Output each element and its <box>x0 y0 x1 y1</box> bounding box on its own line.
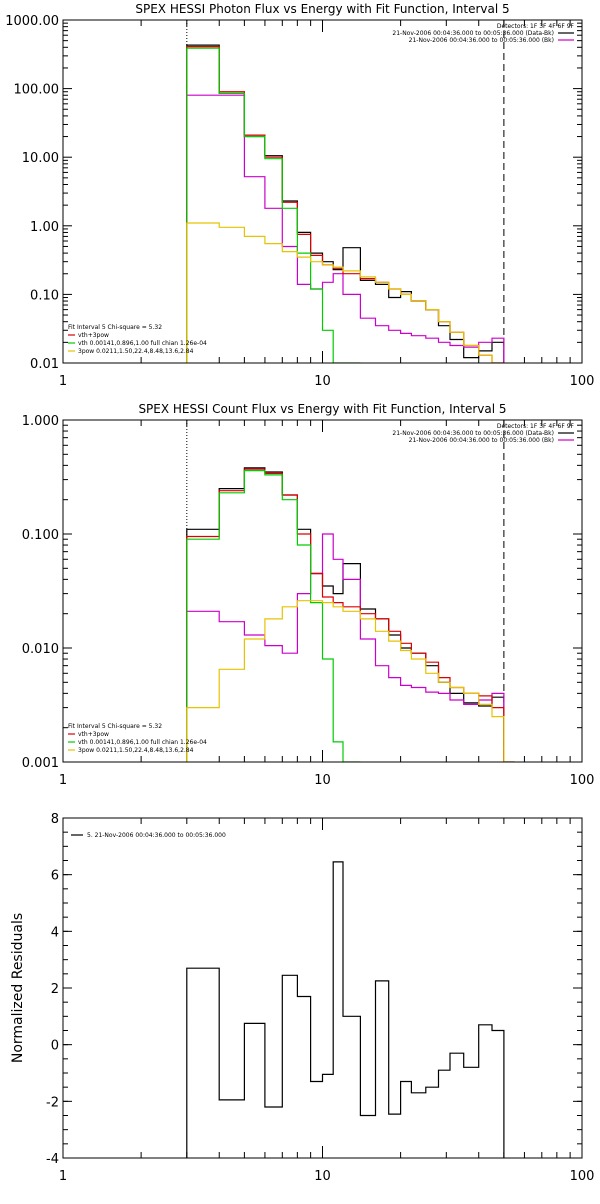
legend-entry: 21-Nov-2006 00:04:36.000 to 00:05:36.000… <box>392 430 554 437</box>
fit-legend-entry: vth+3pow <box>78 332 109 339</box>
y-tick-label: 1000.00 <box>5 14 59 29</box>
x-tick-label: 1 <box>59 773 67 788</box>
plot-area <box>186 44 505 363</box>
y-tick-label: 100.00 <box>14 83 60 98</box>
fit-legend-entry: 3pow 0.0211,1.50,22.4,8.48,13.6,2.84 <box>78 747 194 754</box>
plot-frame <box>62 19 583 364</box>
plot-frame <box>62 419 583 763</box>
x-tick-label: 10 <box>314 773 331 788</box>
fit-legend-entry: vth 0.00141,0.896,1.00 full chian 1.26e-… <box>78 739 207 746</box>
y-tick-label: 2 <box>51 982 59 997</box>
fit-legend-header: Fit Interval 5 Chi-square = 5.32 <box>68 723 162 730</box>
x-tick-label: 10 <box>314 1169 331 1184</box>
plot-frame <box>62 817 583 1159</box>
y-axis-label: Normalized Residuals <box>10 913 26 1063</box>
y-tick-label: 0.01 <box>30 357 59 372</box>
fit-legend-header: Fit Interval 5 Chi-square = 5.32 <box>68 324 162 331</box>
series-line-3pow <box>186 600 515 762</box>
legend-header: Detectors: 1F 3F 4F 6F 9F <box>497 23 575 30</box>
legend-entry: 21-Nov-2006 00:04:36.000 to 00:05:36.000… <box>409 37 554 44</box>
y-tick-label: -2 <box>46 1095 59 1110</box>
y-tick-label: 1.00 <box>30 220 59 235</box>
legend-entry: 21-Nov-2006 00:04:36.000 to 00:05:36.000… <box>392 30 554 37</box>
fit-legend-entry: 3pow 0.0211,1.50,22.4,8.48,13.6,2.84 <box>78 348 194 355</box>
legend-entry: 21-Nov-2006 00:04:36.000 to 00:05:36.000… <box>409 437 554 444</box>
y-tick-label: 0 <box>51 1039 59 1054</box>
plot-area <box>186 467 515 762</box>
y-tick-label: 1.000 <box>22 414 59 429</box>
series-line-vth <box>186 47 361 363</box>
chart-panel-1: SPEX HESSI Photon Flux vs Energy with Fi… <box>5 2 594 389</box>
x-tick-label: 1 <box>59 374 67 389</box>
fit-legend-entry: vth+3pow <box>78 731 109 738</box>
series-line-3pow <box>186 222 504 363</box>
chart-title: SPEX HESSI Photon Flux vs Energy with Fi… <box>135 2 509 16</box>
residual-legend-entry: 5. 21-Nov-2006 00:04:36.000 to 00:05:36.… <box>87 832 226 839</box>
chart-title: SPEX HESSI Count Flux vs Energy with Fit… <box>138 402 506 416</box>
series-line-data-bk <box>186 467 505 762</box>
y-tick-label: 0.001 <box>22 756 59 771</box>
x-tick-label: 100 <box>570 374 595 389</box>
series-line-residuals <box>186 861 505 1158</box>
y-tick-label: 10.00 <box>22 151 59 166</box>
plot-area <box>186 861 505 1158</box>
legend-header: Detectors: 1F 3F 4F 6F 9F <box>497 423 575 430</box>
series-line-vth <box>186 470 361 762</box>
series-line-data-bk <box>186 44 505 363</box>
y-tick-label: -4 <box>46 1152 59 1167</box>
y-tick-label: 0.010 <box>22 642 59 657</box>
y-tick-label: 0.100 <box>22 528 59 543</box>
y-tick-label: 0.10 <box>30 288 59 303</box>
fit-legend-entry: vth 0.00141,0.896,1.00 full chian 1.26e-… <box>78 340 207 347</box>
series-line-bk <box>186 533 505 762</box>
chart-panel-3: 8 6 4 2 0 -2 -41 10 100 Normalized Residuals 5. 21… <box>10 812 594 1184</box>
y-tick-label: 4 <box>51 925 59 940</box>
x-tick-label: 10 <box>314 374 331 389</box>
x-tick-label: 100 <box>570 1169 595 1184</box>
chart-panel-2: SPEX HESSI Count Flux vs Energy with Fit… <box>22 402 595 788</box>
y-tick-label: 8 <box>51 812 59 827</box>
y-tick-label: 6 <box>51 869 59 884</box>
x-tick-label: 1 <box>59 1169 67 1184</box>
x-tick-label: 100 <box>570 773 595 788</box>
